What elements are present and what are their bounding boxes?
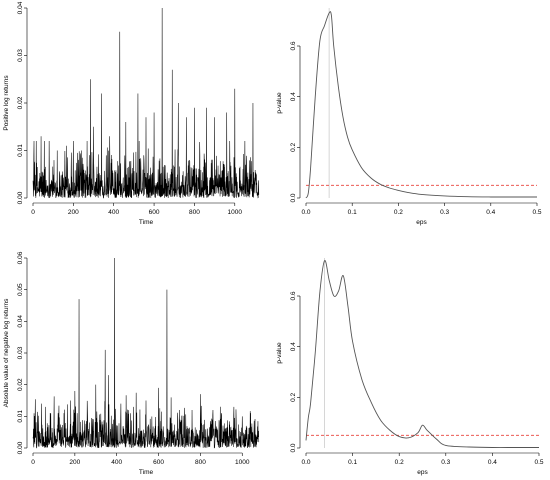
x-tick-label: 0.4 [488, 459, 497, 466]
y-tick-label: 0.02 [17, 96, 24, 109]
x-axis-title: Time [139, 469, 154, 476]
x-tick-label: 400 [111, 459, 122, 466]
series-line [32, 257, 260, 449]
x-tick-label: 0.5 [532, 209, 541, 216]
y-tick-label: 0.02 [17, 378, 24, 391]
y-tick-label: 0.03 [17, 49, 24, 62]
x-tick-label: 0 [31, 459, 35, 466]
panel-bottom-left: 0.00 0.01 0.02 0.03 0.04 0.05 0.06 0 200 400 600 80… [3, 251, 260, 476]
x-tick-label: 0.0 [301, 459, 310, 466]
y-axis-title: p-value [276, 342, 283, 364]
x-tick-label: 600 [153, 459, 164, 466]
panel-bottom-right: 0.0 0.2 0.4 0.6 0.0 0.1 0.2 0.3 0.4 0.5 eps p-value [276, 258, 544, 476]
x-axis-title: eps [416, 219, 427, 226]
x-tick-label: 800 [189, 209, 200, 216]
x-tick-label: 200 [69, 459, 80, 466]
y-tick-label: 0.03 [17, 346, 24, 359]
panel-top-right: 0.0 0.2 0.4 0.6 0.0 0.1 0.2 0.3 0.4 0.5 eps p-value [276, 8, 542, 226]
x-tick-label: 400 [108, 209, 119, 216]
y-tick-label: 0.00 [17, 441, 24, 454]
y-tick-label: 0.04 [17, 1, 24, 14]
x-tick-label: 0.5 [534, 459, 543, 466]
x-tick-label: 800 [195, 459, 206, 466]
y-tick-label: 0.00 [17, 191, 24, 204]
series-line [32, 7, 260, 199]
x-tick-label: 0.1 [348, 459, 357, 466]
y-tick-label: 0.05 [17, 283, 24, 296]
x-tick-label: 0.3 [441, 459, 450, 466]
y-tick-label: 0.4 [290, 342, 297, 351]
x-tick-label: 0.2 [394, 209, 403, 216]
y-tick-label: 0.01 [17, 410, 24, 423]
x-tick-label: 0.4 [486, 209, 495, 216]
x-tick-label: 0 [31, 209, 35, 216]
x-tick-label: 1000 [235, 459, 250, 466]
y-axis-title: Positive log returns [3, 75, 10, 131]
y-tick-label: 0.01 [17, 144, 24, 157]
p-value-curve [305, 11, 537, 199]
panel-top-left: 0.00 0.01 0.02 0.03 0.04 0 200 400 600 800 1000 Tim… [3, 1, 260, 226]
y-tick-label: 0.4 [290, 92, 297, 101]
y-tick-label: 0.2 [290, 392, 297, 401]
y-tick-label: 0.04 [17, 315, 24, 328]
y-tick-label: 0.6 [290, 41, 297, 50]
x-tick-label: 0.3 [440, 209, 449, 216]
y-axis-title: Absolute value of negative log returns [3, 298, 10, 408]
x-tick-label: 0.1 [348, 209, 357, 216]
x-axis-title: Time [139, 219, 154, 226]
y-tick-label: 0.0 [290, 193, 297, 202]
y-tick-label: 0.0 [290, 443, 297, 452]
x-tick-label: 600 [149, 209, 160, 216]
p-value-curve [305, 260, 539, 448]
y-axis-title: p-value [276, 92, 283, 114]
x-tick-label: 0.0 [301, 209, 310, 216]
x-tick-label: 0.2 [395, 459, 404, 466]
y-tick-label: 0.06 [17, 251, 24, 264]
x-tick-label: 200 [68, 209, 79, 216]
x-axis-title: eps [417, 469, 428, 476]
y-tick-label: 0.6 [290, 291, 297, 300]
x-tick-label: 1000 [228, 209, 243, 216]
y-tick-label: 0.2 [290, 142, 297, 151]
